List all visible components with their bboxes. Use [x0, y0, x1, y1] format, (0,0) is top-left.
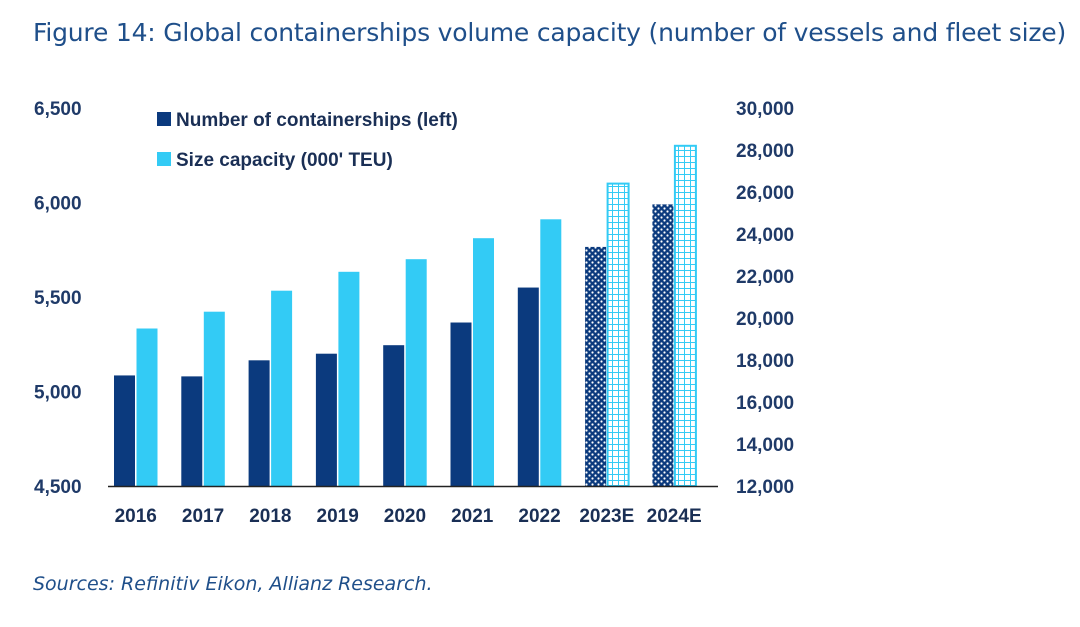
category-label-2022: 2022	[518, 506, 560, 527]
source-note: Sources: Refinitiv Eikon, Allianz Resear…	[33, 573, 433, 595]
bar-vessels-2019	[315, 353, 337, 486]
right-tick-label: 20,000	[736, 309, 794, 330]
bar-vessels-2017	[181, 376, 203, 486]
bar-capacity-2019	[338, 271, 360, 486]
right-tick-label: 28,000	[736, 141, 794, 162]
left-tick-label: 6,000	[34, 194, 82, 215]
legend-label-vessels: Number of containerships (left)	[176, 110, 458, 131]
right-tick-label: 22,000	[736, 267, 794, 288]
category-label-2018: 2018	[249, 506, 291, 527]
bar-capacity-2016	[136, 328, 158, 486]
bar-capacity-2020	[405, 259, 427, 486]
category-label-2021: 2021	[451, 506, 494, 527]
right-tick-label: 18,000	[736, 351, 794, 372]
right-tick-label: 14,000	[736, 435, 794, 456]
bar-capacity-2017	[203, 311, 225, 486]
left-axis: 4,500 5,000 5,500 6,000 6,500	[34, 99, 82, 498]
category-label-2024E: 2024E	[647, 506, 702, 527]
bar-vessels-2021	[450, 322, 472, 486]
legend-swatch-vessels	[157, 112, 171, 126]
bars	[114, 144, 697, 488]
right-axis: 12,000 14,000 16,000 18,000 20,000 22,000 24,0…	[736, 99, 794, 498]
bar-capacity-2024E	[673, 144, 697, 488]
category-label-2020: 2020	[384, 506, 426, 527]
category-label-2016: 2016	[115, 506, 157, 527]
left-tick-label: 5,500	[34, 288, 82, 309]
category-label-2017: 2017	[182, 506, 224, 527]
left-tick-label: 5,000	[34, 383, 82, 404]
left-tick-label: 4,500	[34, 477, 82, 498]
bar-vessels-2016	[114, 375, 135, 486]
bar-vessels-2018	[248, 360, 270, 486]
right-tick-label: 12,000	[736, 477, 794, 498]
left-tick-label: 6,500	[34, 99, 82, 120]
category-label-2019: 2019	[317, 506, 359, 527]
bar-capacity-2022	[540, 219, 562, 487]
bar-vessels-2022	[517, 287, 539, 486]
bar-capacity-2018	[271, 290, 293, 486]
legend-swatch-capacity	[157, 152, 171, 166]
bar-vessels-2024E	[652, 204, 674, 486]
legend-label-capacity: Size capacity (000' TEU)	[176, 150, 393, 171]
legend: Number of containerships (left) Size cap…	[157, 110, 458, 171]
chart-title: Figure 14: Global containerships volume …	[33, 18, 1067, 47]
right-tick-label: 26,000	[736, 183, 794, 204]
bar-capacity-2021	[473, 238, 494, 486]
right-tick-label: 30,000	[736, 99, 794, 120]
right-tick-label: 16,000	[736, 393, 794, 414]
category-labels: 2016 2017 2018 2019 2020 2021 2022 2023E 2024E	[115, 506, 702, 527]
right-tick-label: 24,000	[736, 225, 794, 246]
bar-vessels-2020	[383, 345, 405, 486]
category-label-2023E: 2023E	[579, 506, 634, 527]
bar-capacity-2023E	[606, 182, 630, 487]
bar-vessels-2023E	[585, 246, 607, 486]
